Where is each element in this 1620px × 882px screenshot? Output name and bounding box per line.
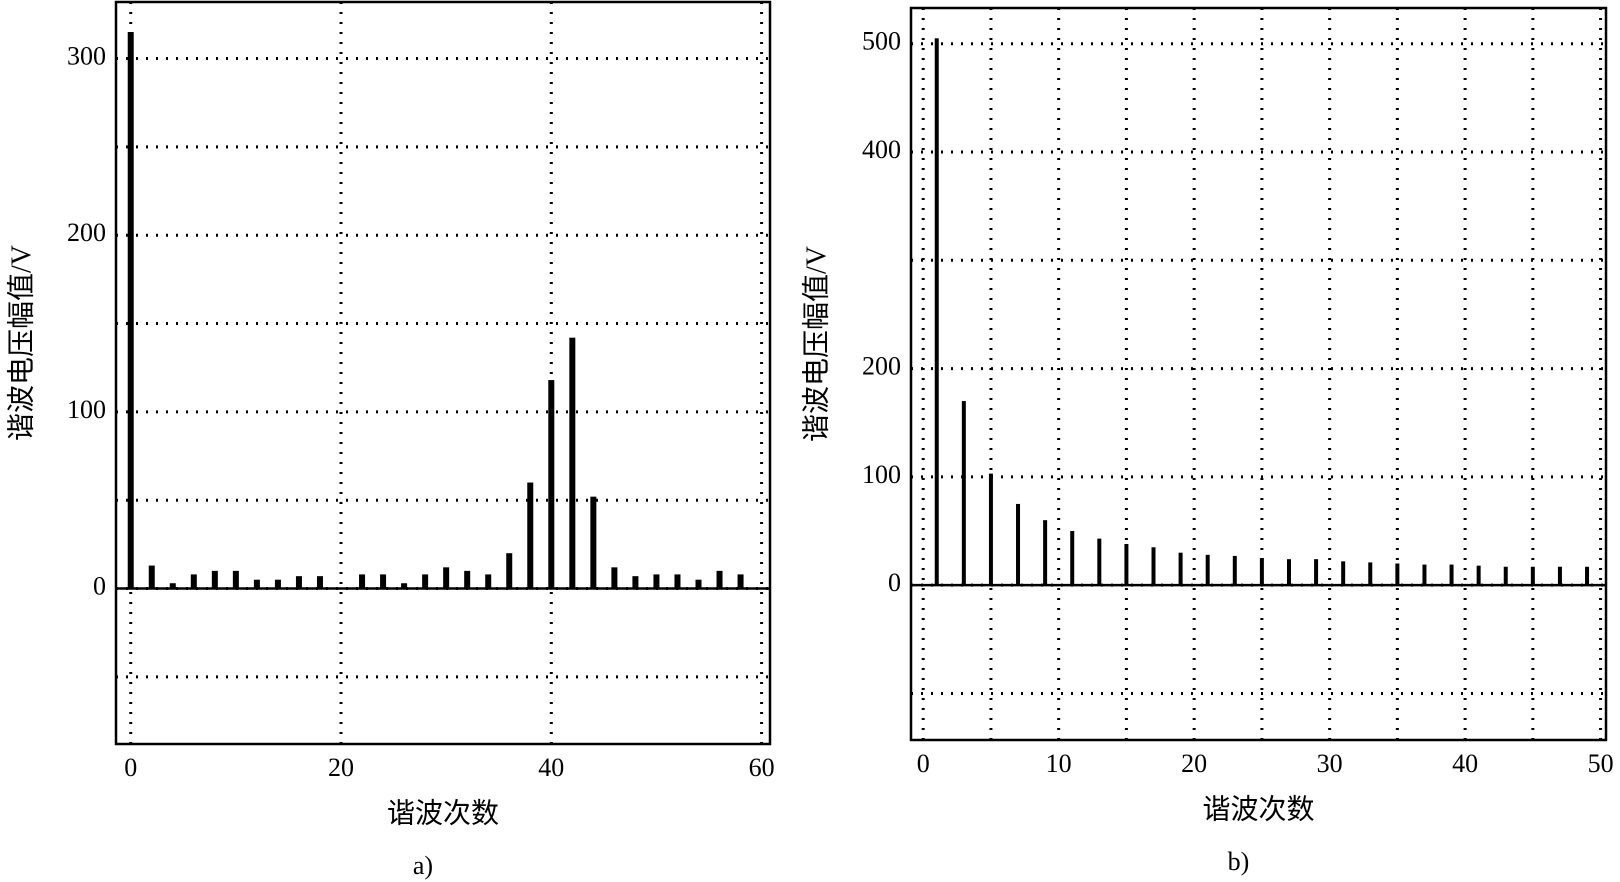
bar xyxy=(527,482,534,589)
y-tick-label: 200 xyxy=(862,352,901,381)
bar xyxy=(1178,552,1183,586)
y-axis-label: 谐波电压幅值/V xyxy=(800,246,832,442)
plot-frame xyxy=(909,6,1608,742)
x-tick-label: 40 xyxy=(538,753,564,782)
bar xyxy=(274,579,281,589)
bar xyxy=(148,565,155,589)
bar xyxy=(653,574,660,589)
bar xyxy=(1449,564,1454,586)
panel-label: a) xyxy=(413,851,433,880)
y-axis-label: 谐波电压幅值/V xyxy=(5,245,37,441)
bar xyxy=(1422,564,1427,586)
panel-label: b) xyxy=(1228,847,1250,876)
x-tick-label: 40 xyxy=(1452,749,1478,778)
bar xyxy=(380,574,387,589)
bar xyxy=(961,401,966,586)
bar xyxy=(1585,566,1590,586)
bar xyxy=(1286,559,1291,586)
bar xyxy=(443,567,450,589)
x-tick-label: 30 xyxy=(1317,749,1343,778)
x-tick-label: 0 xyxy=(917,749,930,778)
bar xyxy=(1557,566,1562,586)
bar xyxy=(632,576,639,589)
bar xyxy=(1341,561,1346,586)
x-tick-label: 20 xyxy=(328,753,354,782)
bar xyxy=(506,553,513,589)
bar xyxy=(548,380,555,589)
bar xyxy=(1476,565,1481,586)
y-tick-label: 300 xyxy=(67,42,106,71)
bar xyxy=(1395,563,1400,586)
bar xyxy=(253,579,260,589)
bar xyxy=(695,579,702,589)
y-tick-label: 500 xyxy=(862,27,901,56)
x-axis-label: 谐波次数 xyxy=(1202,793,1314,825)
bar xyxy=(464,570,471,589)
bar xyxy=(611,567,618,589)
bar xyxy=(590,496,597,589)
bar xyxy=(169,583,176,589)
bar xyxy=(1503,566,1508,586)
bar xyxy=(1205,554,1210,586)
bar xyxy=(988,473,993,586)
y-tick-label: 100 xyxy=(67,395,106,424)
bar xyxy=(737,574,744,589)
bar xyxy=(1097,538,1102,586)
bar xyxy=(401,583,408,589)
x-tick-label: 10 xyxy=(1046,749,1072,778)
bar xyxy=(1151,547,1156,586)
x-tick-label: 20 xyxy=(1181,749,1207,778)
y-tick-label: 200 xyxy=(67,218,106,247)
x-tick-label: 60 xyxy=(749,753,775,782)
bar xyxy=(1314,559,1319,586)
y-tick-label: 0 xyxy=(93,572,106,601)
bar xyxy=(1124,544,1129,586)
y-tick-label: 400 xyxy=(862,135,901,164)
bar xyxy=(316,576,323,589)
bar xyxy=(211,570,218,589)
bar xyxy=(1530,566,1535,586)
bar xyxy=(1368,562,1373,586)
y-tick-label: 0 xyxy=(888,568,901,597)
plot-frame xyxy=(114,0,772,746)
x-tick-label: 0 xyxy=(124,753,137,782)
bar xyxy=(1043,520,1048,586)
bar xyxy=(716,570,723,589)
bar xyxy=(569,337,576,589)
bar xyxy=(1232,555,1237,586)
x-tick-label: 50 xyxy=(1588,749,1614,778)
x-axis-label: 谐波次数 xyxy=(387,797,499,829)
y-tick-label: 100 xyxy=(862,460,901,489)
bar xyxy=(422,574,429,589)
bar xyxy=(1016,503,1021,586)
bar xyxy=(190,574,197,589)
bar xyxy=(295,576,302,589)
bar xyxy=(1070,531,1075,586)
bar xyxy=(934,38,939,586)
bar xyxy=(232,570,239,589)
bar xyxy=(485,574,492,589)
bar xyxy=(1259,558,1264,586)
bar xyxy=(674,574,681,589)
bar xyxy=(127,32,134,589)
bar xyxy=(359,574,366,589)
